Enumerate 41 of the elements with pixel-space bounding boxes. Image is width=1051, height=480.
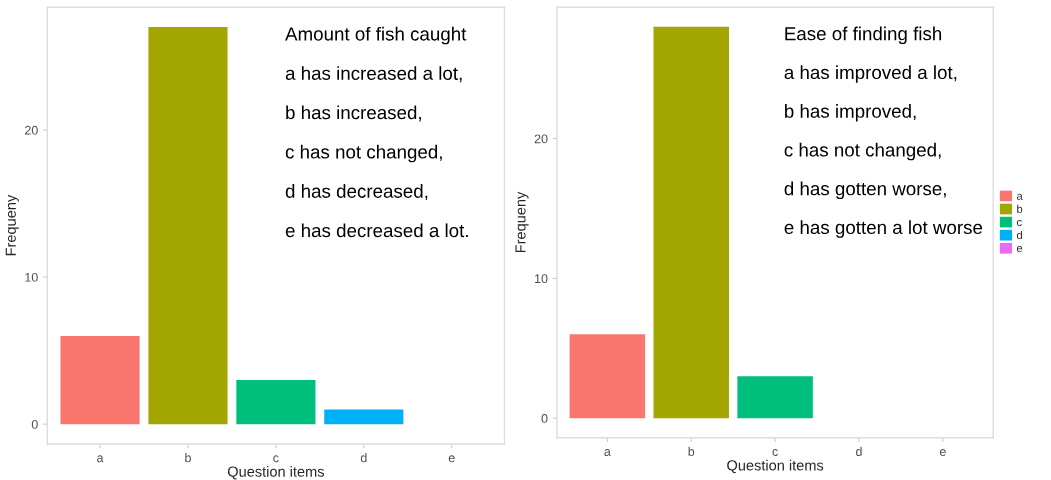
x-tick-label: a xyxy=(97,455,104,463)
y-tick-label: 20 xyxy=(534,134,548,144)
y-axis-title: Frequeny xyxy=(5,194,19,256)
annotation: c has not changed, xyxy=(784,142,941,161)
legend-label: c xyxy=(1016,219,1022,226)
x-tick-label: b xyxy=(688,446,695,456)
legend-label: d xyxy=(1016,230,1022,240)
annotation: e has decreased a lot. xyxy=(285,223,468,238)
legend-label: a xyxy=(1016,193,1023,200)
y-tick-label: 0 xyxy=(541,413,548,423)
y-tick-label: 0 xyxy=(31,419,38,429)
x-tick-label: a xyxy=(604,449,611,456)
legend-label: e xyxy=(1016,246,1023,253)
x-tick-label: c xyxy=(772,449,778,456)
x-tick-label: c xyxy=(273,455,279,463)
bar xyxy=(236,380,316,425)
y-tick-label: 10 xyxy=(25,272,38,282)
bar xyxy=(148,27,228,425)
bar xyxy=(324,409,404,425)
annotation: e has gotten a lot worse xyxy=(784,220,983,238)
x-axis-title: Question items xyxy=(727,459,824,474)
annotation: d has decreased, xyxy=(285,184,428,201)
annotation: b has improved, xyxy=(785,104,916,122)
y-tick-label: 10 xyxy=(535,274,548,284)
x-tick-label: d xyxy=(360,453,367,463)
x-axis-title: Question items xyxy=(227,466,324,480)
y-axis-title: Frequeny xyxy=(515,191,529,253)
annotation: Ease of finding fish xyxy=(785,26,942,45)
annotation: a has improved a lot, xyxy=(784,65,957,83)
legend-label: b xyxy=(1017,204,1023,213)
annotation: c has not changed, xyxy=(285,144,442,163)
annotation: d has gotten worse, xyxy=(784,181,946,200)
y-tick-label: 20 xyxy=(24,125,38,135)
x-tick-label: d xyxy=(856,446,862,456)
annotation: Amount of fish caught xyxy=(285,26,467,45)
x-tick-label: e xyxy=(448,455,455,463)
x-tick-label: b xyxy=(185,453,191,463)
annotation: a has increased a lot, xyxy=(285,66,462,83)
bar xyxy=(60,335,140,425)
x-tick-label: e xyxy=(939,449,946,456)
annotation: b has increased, xyxy=(286,105,421,122)
